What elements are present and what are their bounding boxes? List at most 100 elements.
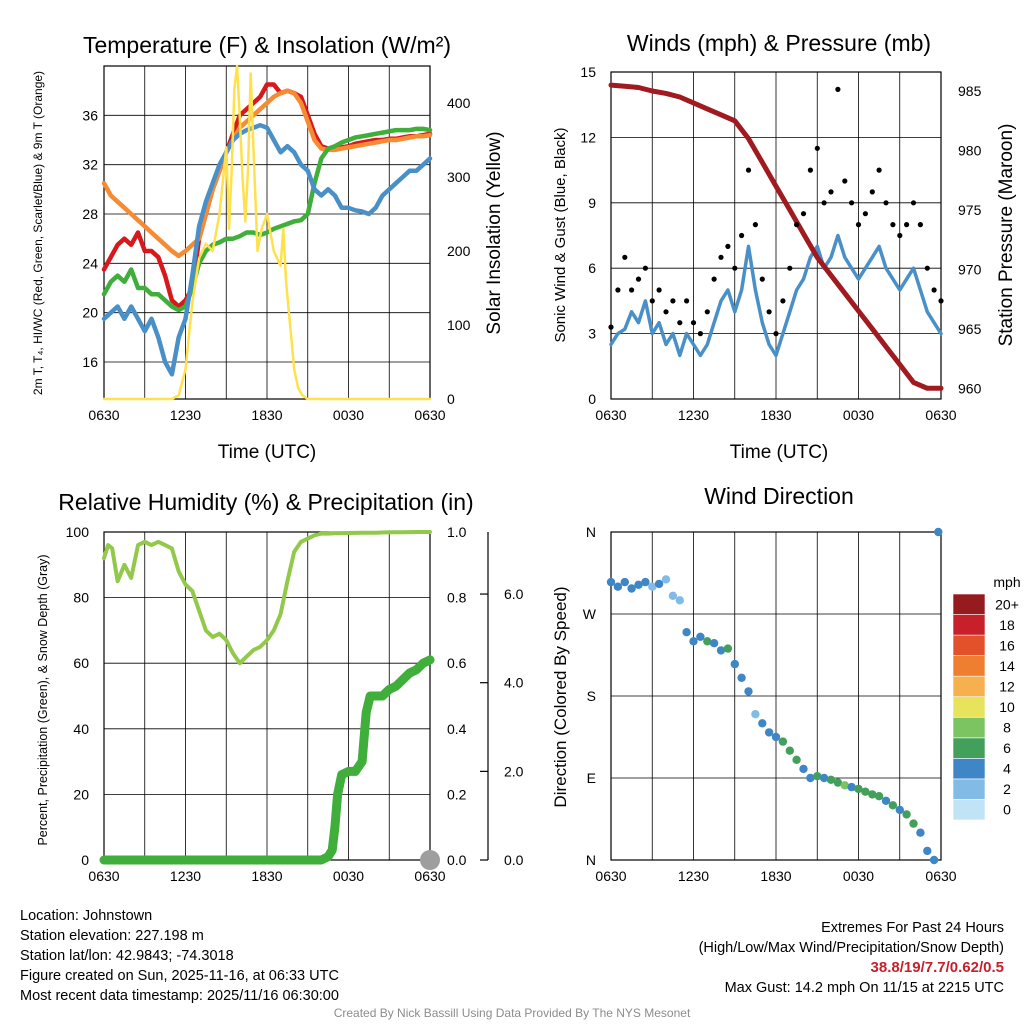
temp-x-tick-label: 1830 (251, 407, 282, 423)
rh-x-tick-label: 1230 (170, 868, 201, 884)
direction-point (613, 582, 623, 591)
pressure-y2-tick-label: 975 (958, 202, 982, 218)
temp-series-line-1 (101, 88, 433, 259)
direction-point (819, 773, 829, 783)
direction-y-tick-label: S (587, 688, 596, 704)
direction-point (620, 577, 629, 587)
gust-point (800, 211, 807, 217)
gust-point (842, 178, 848, 184)
insolation-y2-tick-label: 300 (447, 169, 471, 185)
insolation-y-axis-label: Solar Insolation (Yellow) (484, 131, 505, 334)
colorbar-swatch (952, 737, 986, 759)
direction-point (840, 781, 849, 790)
direction-point (634, 580, 643, 589)
direction-point (895, 805, 904, 815)
wind-frame (610, 71, 942, 400)
gust-point (718, 254, 724, 260)
precip-y2-tick-label: 1.0 (447, 524, 467, 540)
direction-frame (610, 531, 942, 861)
wind-chart-title: Winds (mph) & Pressure (mb) (627, 30, 931, 56)
insolation-y2-tick-label: 200 (447, 243, 471, 259)
direction-point (868, 790, 877, 799)
pressure-y-axis-label: Station Pressure (Maroon) (996, 124, 1017, 347)
extremes-legend: (High/Low/Max Wind/Precipitation/Snow De… (698, 940, 1004, 956)
colorbar-label: 6 (1003, 740, 1011, 756)
insolation-y2-tick-label: 100 (447, 317, 471, 333)
rh-y-axis-label: Percent, Precipitation (Green), & Snow D… (36, 554, 50, 845)
extremes-info: Extremes For Past 24 Hours (High/Low/Max… (699, 918, 1004, 998)
rh-y-tick-label: 100 (66, 524, 90, 540)
latlon-label: Station lat/lon: 42.9843; -74.3018 (20, 948, 234, 964)
gust-point (663, 309, 669, 315)
sonic-wind-line (609, 233, 943, 358)
gust-point (821, 200, 827, 206)
gust-point (697, 331, 704, 337)
gust-point (622, 254, 628, 260)
direction-x-tick-label: 0030 (843, 868, 874, 884)
station-info: Location: Johnstown Station elevation: 2… (20, 906, 339, 1006)
temp-x-tick-label: 0630 (414, 407, 445, 423)
direction-point (916, 828, 925, 837)
gust-point (684, 298, 690, 304)
snow-depth-tick-label: 0.0 (504, 852, 524, 868)
direction-point (744, 687, 753, 696)
gust-point (835, 86, 841, 92)
gust-point (704, 309, 710, 315)
gust-point (629, 287, 635, 293)
gust-point (924, 265, 930, 271)
direction-point (682, 628, 691, 637)
direction-point (888, 801, 898, 810)
gust-point (869, 189, 875, 195)
direction-point (606, 577, 616, 587)
colorbar-label: 12 (999, 678, 1015, 694)
colorbar-swatch (952, 778, 986, 800)
gust-point (855, 222, 862, 228)
temp-y-tick-label: 36 (82, 107, 98, 123)
direction-point (723, 644, 733, 653)
gust-point (759, 276, 765, 282)
temp-y-tick-label: 32 (82, 157, 98, 173)
precip-y2-tick-label: 0.8 (447, 590, 467, 606)
gust-point (656, 287, 662, 293)
gust-point (862, 211, 869, 217)
direction-point (703, 637, 712, 646)
temp-x-axis-label: Time (UTC) (218, 442, 317, 463)
temp-y-tick-label: 20 (82, 305, 98, 321)
extremes-title: Extremes For Past 24 Hours (821, 920, 1004, 936)
direction-point (792, 755, 801, 764)
direction-chart-title: Wind Direction (704, 483, 854, 509)
rh-x-tick-label: 0030 (333, 868, 364, 884)
rh-y-tick-label: 20 (73, 786, 89, 802)
gust-point (814, 145, 820, 151)
credit-line: Created By Nick Bassill Using Data Provi… (333, 1006, 691, 1020)
direction-x-tick-label: 1230 (678, 868, 709, 884)
direction-y-axis-label: Direction (Colored By Speed) (551, 586, 570, 807)
direction-point (833, 778, 843, 787)
wind-x-tick-label: 0630 (925, 407, 956, 423)
direction-point (751, 710, 760, 719)
gust-point (670, 298, 676, 304)
created-label: Figure created on Sun, 2025-11-16, at 06… (20, 968, 339, 984)
direction-point (813, 772, 822, 781)
gust-point (745, 167, 752, 173)
gust-point (649, 298, 655, 304)
pressure-y2-tick-label: 965 (958, 321, 982, 337)
pressure-y2-tick-label: 970 (958, 261, 982, 277)
snow-depth-tick-label: 6.0 (504, 586, 524, 602)
gust-point (910, 200, 917, 206)
colorbar-label: 20+ (995, 596, 1019, 612)
gust-point (642, 265, 649, 271)
temp-frame (103, 65, 431, 400)
direction-y-tick-label: N (586, 852, 596, 868)
rh-y-tick-label: 0 (81, 852, 89, 868)
direction-point (661, 575, 671, 584)
direction-point (668, 591, 678, 600)
temp-y-tick-label: 16 (82, 354, 98, 370)
wind-y-tick-label: 3 (588, 326, 596, 342)
direction-point (771, 732, 781, 742)
direction-point (826, 775, 836, 784)
colorbar-label: 16 (999, 637, 1015, 653)
gust-point (752, 222, 759, 228)
direction-x-tick-label: 0630 (925, 868, 956, 884)
temp-series-line-2 (101, 126, 433, 313)
